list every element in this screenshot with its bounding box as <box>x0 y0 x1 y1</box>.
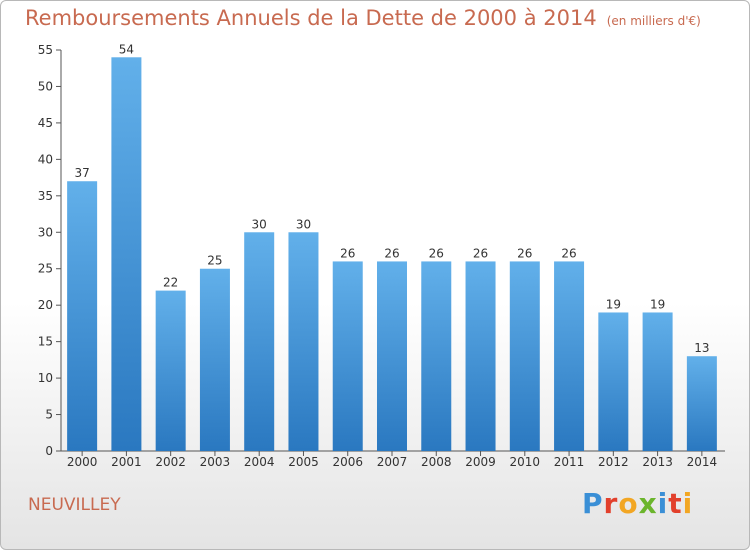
title-text: Remboursements Annuels de la Dette de 20… <box>25 6 597 30</box>
bar-value-label: 26 <box>517 246 532 260</box>
bar-value-label: 30 <box>252 217 267 231</box>
x-tick-label: 2009 <box>465 455 496 469</box>
y-tick-label: 55 <box>38 43 53 57</box>
bar <box>67 181 98 451</box>
x-tick-label: 2006 <box>332 455 363 469</box>
bar-value-label: 26 <box>473 246 488 260</box>
logo-letter: P <box>582 487 604 520</box>
y-tick-label: 40 <box>38 152 53 166</box>
logo-letter: i <box>657 487 669 520</box>
bar-value-label: 54 <box>119 42 134 56</box>
bar <box>288 232 319 451</box>
bar <box>509 261 540 451</box>
data-labels: 37 54 22 25 30 30 26 26 26 26 26 26 19 19 13 <box>74 42 709 355</box>
logo-letter: r <box>603 487 619 520</box>
chart-title: Remboursements Annuels de la Dette de 20… <box>25 6 701 30</box>
unit-label: (en milliers d'€) <box>606 14 701 28</box>
x-tick-label: 2007 <box>377 455 408 469</box>
bar <box>642 312 673 451</box>
x-tick-label: 2002 <box>155 455 186 469</box>
bar <box>686 356 717 451</box>
y-tick-label: 50 <box>38 79 53 93</box>
y-tick-label: 5 <box>45 408 53 422</box>
x-tick-label: 2010 <box>510 455 541 469</box>
bar-value-label: 26 <box>384 246 399 260</box>
y-tick-label: 10 <box>38 371 53 385</box>
bar-value-label: 25 <box>207 254 222 268</box>
bar-value-label: 19 <box>606 297 621 311</box>
bar <box>377 261 407 451</box>
bar-value-label: 13 <box>694 341 709 355</box>
y-tick-label: 45 <box>38 116 53 130</box>
bar-value-label: 37 <box>74 166 89 180</box>
bar-value-label: 26 <box>561 246 576 260</box>
x-tick-label: 2008 <box>421 455 452 469</box>
bar <box>199 268 230 451</box>
x-tick-label: 2011 <box>554 455 585 469</box>
proxiti-logo: Proxiti <box>582 487 693 520</box>
logo-letter: t <box>668 487 683 520</box>
y-tick-label: 35 <box>38 189 53 203</box>
bar-value-label: 26 <box>429 246 444 260</box>
x-tick-label: 2003 <box>200 455 231 469</box>
logo-letter: i <box>682 487 694 520</box>
y-tick-label: 30 <box>38 225 53 239</box>
x-tick-label: 2000 <box>67 455 98 469</box>
x-tick-label: 2005 <box>288 455 319 469</box>
x-tick-label: 2013 <box>642 455 673 469</box>
bar <box>155 290 186 451</box>
bars <box>67 57 717 452</box>
x-tick-label: 2014 <box>687 455 718 469</box>
logo-letter: x <box>638 487 658 520</box>
bar <box>244 232 275 451</box>
bar-value-label: 30 <box>296 217 311 231</box>
bar <box>332 261 363 451</box>
bar <box>554 261 585 451</box>
x-tick-label: 2001 <box>111 455 142 469</box>
x-tick-label: 2012 <box>598 455 629 469</box>
bar-value-label: 22 <box>163 276 178 290</box>
bar <box>598 312 629 451</box>
y-tick-label: 25 <box>38 262 53 276</box>
x-tick-label: 2004 <box>244 455 275 469</box>
bar <box>111 57 142 452</box>
commune-name: NEUVILLEY <box>28 495 121 515</box>
bar-value-label: 26 <box>340 246 355 260</box>
logo-letter: o <box>618 487 639 520</box>
y-tick-label: 15 <box>38 335 53 349</box>
bar <box>421 261 452 451</box>
bar-value-label: 19 <box>650 297 665 311</box>
y-tick-label: 0 <box>45 444 53 458</box>
bar <box>465 261 496 451</box>
y-tick-label: 20 <box>38 298 53 312</box>
